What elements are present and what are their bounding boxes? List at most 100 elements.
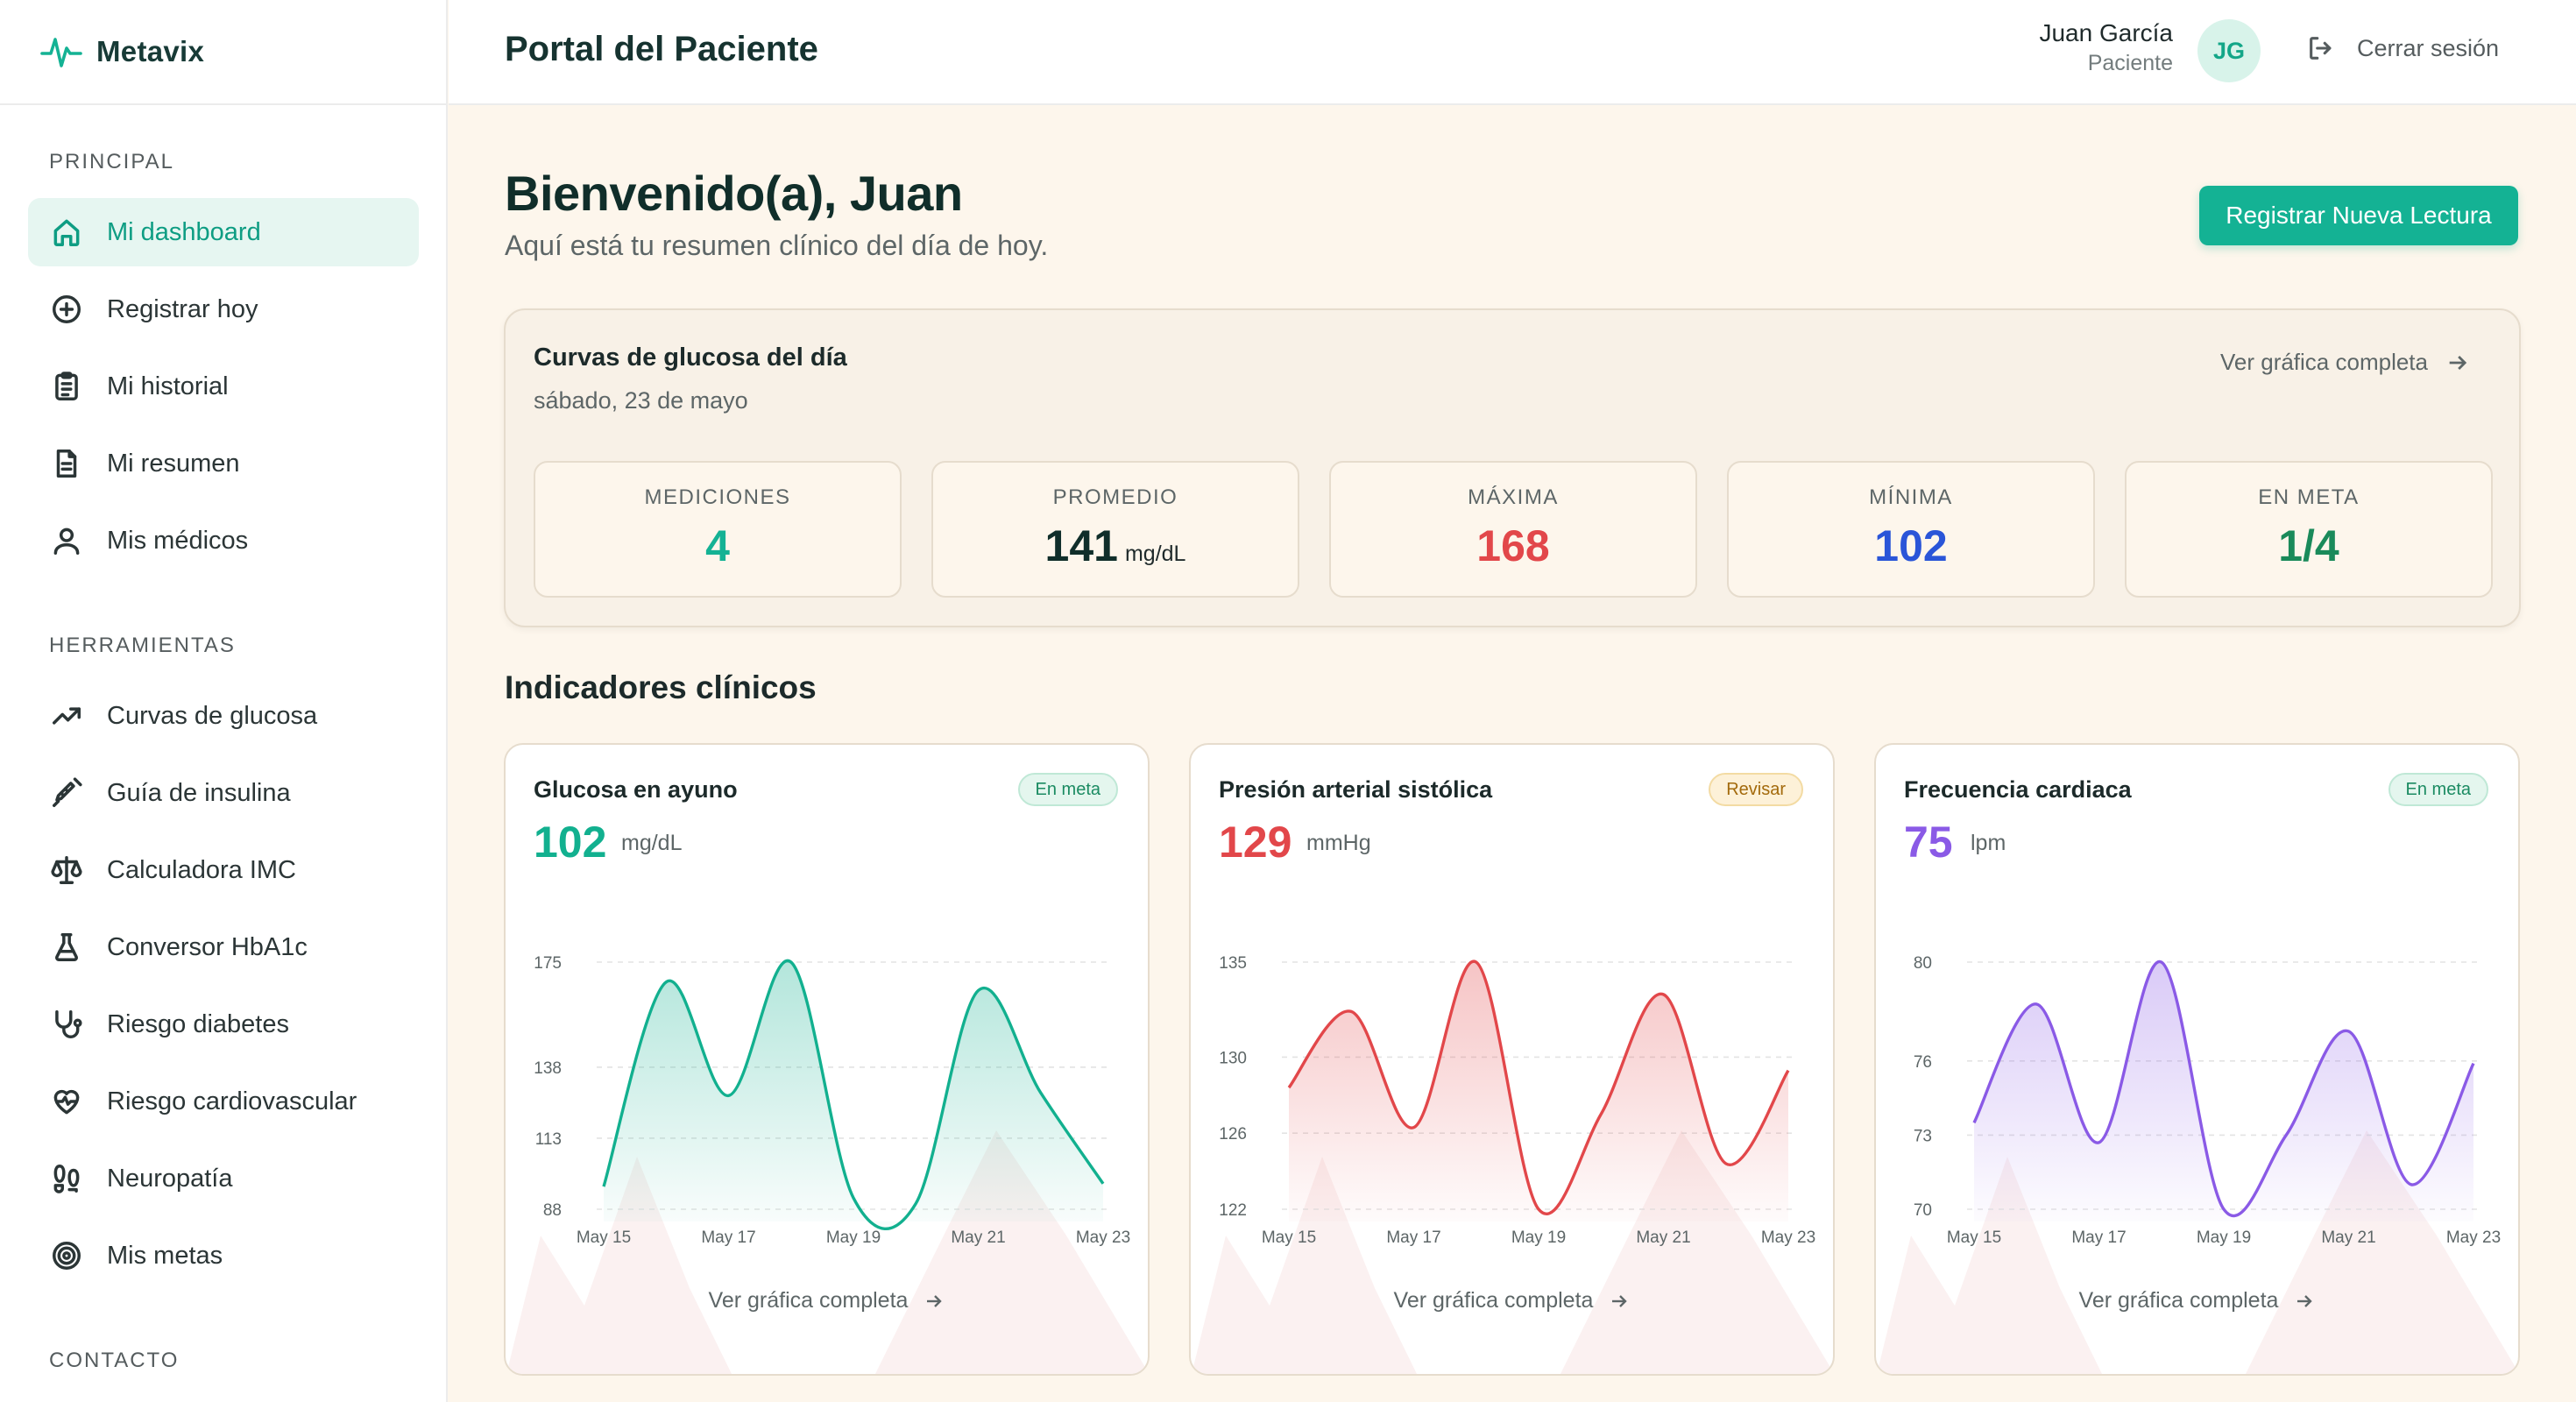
stat-value: 1/4	[2278, 521, 2339, 570]
indicator-unit: lpm	[1971, 831, 2006, 855]
indicator-view-chart-link[interactable]: Ver gráfica completa	[1191, 1288, 1833, 1313]
x-tick-label: May 21	[1636, 1229, 1690, 1247]
x-tick-label: May 21	[2321, 1229, 2375, 1247]
brand-name: Metavix	[96, 35, 205, 67]
sidebar-item-label: Mi resumen	[107, 449, 240, 478]
sidebar-item-user[interactable]: Mis médicos	[28, 506, 419, 575]
home-icon	[49, 215, 84, 250]
stat-value: 4	[705, 521, 730, 570]
x-tick-label: May 15	[1262, 1229, 1316, 1247]
document-icon	[49, 446, 84, 481]
y-tick-label: 88	[543, 1201, 562, 1220]
sidebar-item-label: Registrar hoy	[107, 294, 258, 323]
sidebar-nav: Mi dashboard Registrar hoy Mi historial Mi …	[28, 198, 419, 584]
sidebar-item-home[interactable]: Mi dashboard	[28, 198, 419, 266]
sidebar-item-document[interactable]: Mi resumen	[28, 429, 419, 498]
sidebar-item-label: Mi historial	[107, 372, 229, 400]
sidebar-item-syringe[interactable]: Guía de insulina	[28, 759, 419, 827]
status-badge: En meta	[2388, 773, 2488, 806]
sidebar-item-label: Mi dashboard	[107, 217, 261, 246]
indicator-chart: 70 73 76 80 May 15 May 17 May 19 May 21 May 23	[1876, 954, 2518, 1374]
x-tick-label: May 15	[577, 1229, 631, 1247]
y-tick-label: 73	[1914, 1127, 1932, 1145]
register-reading-button[interactable]: Registrar Nueva Lectura	[2199, 186, 2518, 245]
heart-pulse-icon	[49, 1084, 84, 1119]
x-tick-label: May 21	[951, 1229, 1005, 1247]
stat-value-wrap: 102	[1729, 520, 2093, 571]
x-tick-label: May 17	[1386, 1229, 1440, 1247]
stat-value-wrap: 1/4	[2127, 520, 2491, 571]
sidebar-item-target[interactable]: Mis metas	[28, 1221, 419, 1290]
arrow-right-icon	[927, 1294, 943, 1307]
sidebar-item-label: Riesgo diabetes	[107, 1009, 289, 1038]
welcome-subtitle: Aquí está tu resumen clínico del día de …	[505, 230, 1049, 261]
user-icon	[49, 523, 84, 558]
indicator-view-chart-link[interactable]: Ver gráfica completa	[506, 1288, 1148, 1313]
glucose-summary-card: Curvas de glucosa del día sábado, 23 de …	[504, 308, 2521, 627]
x-tick-label: May 17	[701, 1229, 755, 1247]
x-tick-label: May 23	[2446, 1229, 2501, 1247]
x-tick-label: May 17	[2071, 1229, 2126, 1247]
series-area	[1974, 961, 2473, 1221]
y-tick-label: 80	[1914, 954, 1932, 973]
sidebar-item-label: Conversor HbA1c	[107, 932, 308, 961]
arrow-right-icon	[1612, 1294, 1628, 1307]
sidebar-item-scale[interactable]: Calculadora IMC	[28, 836, 419, 904]
stat-value-wrap: 4	[535, 520, 900, 571]
sidebar-item-plus-circle[interactable]: Registrar hoy	[28, 275, 419, 343]
indicator-view-chart-link[interactable]: Ver gráfica completa	[1876, 1288, 2518, 1313]
x-tick-label: May 15	[1947, 1229, 2001, 1247]
indicator-link-label: Ver gráfica completa	[708, 1288, 909, 1313]
indicator-chart: 122 126 130 135 May 15 May 17 May 19 May 21 May …	[1191, 954, 1833, 1374]
y-tick-label: 175	[534, 954, 562, 973]
y-tick-label: 70	[1914, 1201, 1932, 1220]
series-area	[1289, 961, 1788, 1221]
y-tick-label: 130	[1219, 1049, 1247, 1067]
indicator-unit: mg/dL	[621, 831, 683, 855]
sidebar-item-label: Curvas de glucosa	[107, 701, 318, 730]
flask-icon	[49, 930, 84, 965]
sidebar-item-footprints[interactable]: Neuropatía	[28, 1144, 419, 1213]
sidebar-item-flask[interactable]: Conversor HbA1c	[28, 913, 419, 981]
sidebar-item-heart-pulse[interactable]: Riesgo cardiovascular	[28, 1067, 419, 1136]
stethoscope-icon	[49, 1007, 84, 1042]
y-tick-label: 126	[1219, 1125, 1247, 1144]
indicator-title: Frecuencia cardiaca	[1904, 776, 2132, 803]
sidebar-item-trend-up[interactable]: Curvas de glucosa	[28, 682, 419, 750]
sidebar-item-label: Neuropatía	[107, 1164, 233, 1193]
indicator-link-label: Ver gráfica completa	[1393, 1288, 1594, 1313]
sidebar-item-clipboard[interactable]: Mi historial	[28, 352, 419, 421]
summary-view-chart-link[interactable]: Ver gráfica completa	[2220, 349, 2470, 376]
scale-icon	[49, 853, 84, 888]
stat-box: EN META 1/4	[2125, 461, 2493, 598]
logout-button[interactable]: Cerrar sesión	[2306, 33, 2499, 63]
top-header: Portal del Paciente Juan García Paciente…	[449, 0, 2576, 105]
clipboard-icon	[49, 369, 84, 404]
x-tick-label: May 19	[2197, 1229, 2251, 1247]
arrow-right-icon	[2297, 1294, 2313, 1307]
stat-box: MÍNIMA 102	[1727, 461, 2095, 598]
sidebar-item-stethoscope[interactable]: Riesgo diabetes	[28, 990, 419, 1059]
sidebar-section-title: HERRAMIENTAS	[49, 634, 236, 657]
avatar[interactable]: JG	[2197, 19, 2261, 82]
trend-up-icon	[49, 698, 84, 733]
indicator-link-label: Ver gráfica completa	[2078, 1288, 2279, 1313]
indicator-card: 70 73 76 80 May 15 May 17 May 19 May 21 May 23 Fr…	[1874, 743, 2520, 1376]
target-icon	[49, 1238, 84, 1273]
brand-logo[interactable]: Metavix	[0, 0, 446, 105]
page-title: Portal del Paciente	[505, 30, 818, 68]
sidebar-item-label: Mis médicos	[107, 526, 249, 555]
sidebar-item-label: Guía de insulina	[107, 778, 291, 807]
footprints-icon	[49, 1161, 84, 1196]
sidebar-nav: Curvas de glucosa Guía de insulina Calcula…	[28, 682, 419, 1299]
stat-label: MEDICIONES	[644, 485, 791, 509]
y-tick-label: 135	[1219, 954, 1247, 973]
y-tick-label: 138	[534, 1059, 562, 1078]
stat-value: 141	[1044, 521, 1118, 570]
indicator-unit: mmHg	[1306, 831, 1371, 855]
x-tick-label: May 23	[1761, 1229, 1815, 1247]
stat-box: MÁXIMA 168	[1329, 461, 1697, 598]
indicator-card: 88 113 138 175 May 15 May 17 May 19 May 21 May 2…	[504, 743, 1150, 1376]
y-tick-label: 76	[1914, 1053, 1932, 1072]
stat-label: PROMEDIO	[1052, 485, 1178, 509]
